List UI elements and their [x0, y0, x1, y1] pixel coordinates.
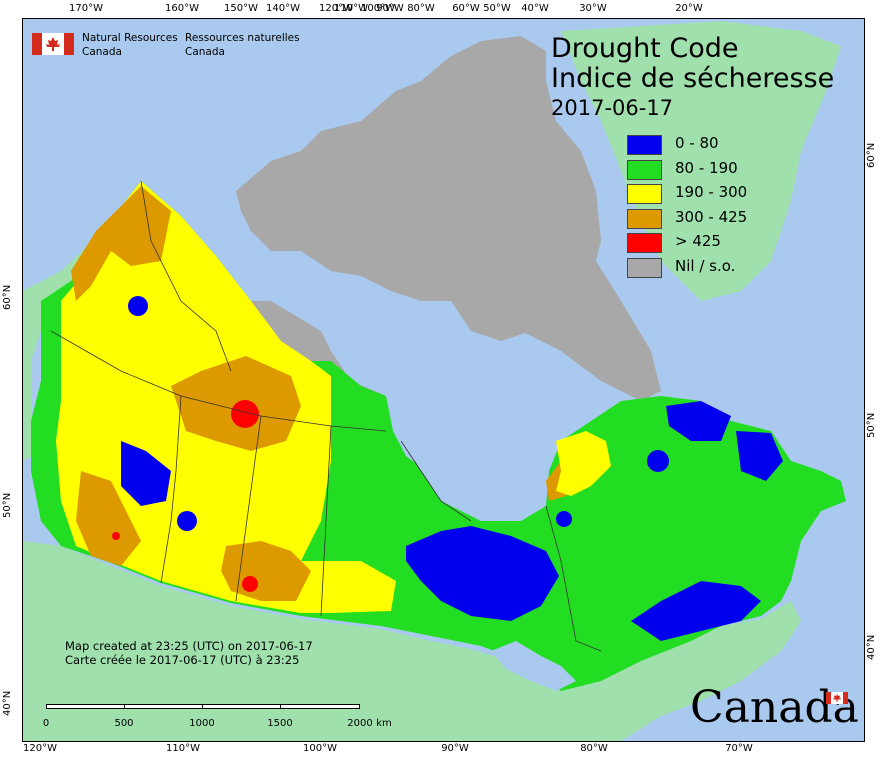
top-tick-label: 20°W — [675, 3, 703, 14]
map-date: 2017-06-17 — [551, 96, 674, 120]
agency-fr-line2: Canada — [185, 46, 225, 58]
bc-low-zone — [121, 441, 171, 506]
james-bay-low-spot — [556, 511, 572, 527]
map-subtitle: Indice de sécheresse — [551, 63, 835, 94]
map-title: Drought Code — [551, 33, 739, 64]
alberta-low-spot — [177, 511, 197, 531]
left-tick-label: 50°N — [2, 492, 13, 518]
legend-swatch — [627, 159, 662, 180]
bottom-tick-label: 70°W — [725, 743, 753, 754]
legend-swatch — [627, 184, 662, 204]
top-tick-label: 160°W — [165, 3, 199, 14]
agency-name-english: Natural Resources Canada — [82, 31, 178, 59]
scale-segment — [124, 704, 203, 709]
wordmark-flag-icon — [826, 692, 848, 704]
drought-map — [22, 18, 865, 742]
extreme-zone-nwt — [231, 400, 259, 428]
creation-note-french: Carte créée le 2017-06-17 (UTC) à 23:25 — [65, 653, 300, 667]
extreme-zone-sask — [242, 576, 258, 592]
top-tick-label: 90°W — [376, 3, 404, 14]
top-tick-label: 170°W — [69, 3, 103, 14]
scale-label: 1000 — [189, 718, 215, 729]
hudson-bay — [386, 381, 549, 513]
creation-note-english: Map created at 23:25 (UTC) on 2017-06-17 — [65, 639, 313, 653]
baffin-island — [481, 251, 661, 401]
great-lakes — [491, 641, 576, 691]
legend-label: 80 - 190 — [675, 158, 738, 177]
scale-bar: 0 500 1000 1500 2000 km — [43, 704, 392, 729]
right-tick-label: 40°N — [866, 634, 877, 660]
ontario-low-zone — [406, 526, 559, 621]
quebec-high — [556, 431, 611, 496]
legend-swatch — [627, 233, 662, 253]
creation-note: Map created at 23:25 (UTC) on 2017-06-17… — [65, 639, 313, 667]
legend-label: 190 - 300 — [675, 183, 748, 201]
top-tick-label: 30°W — [579, 3, 607, 14]
top-tick-label: 100°W — [361, 3, 395, 14]
scale-label: 500 — [114, 718, 134, 729]
left-tick-label: 40°N — [2, 690, 13, 716]
legend-label: Nil / s.o. — [675, 256, 736, 275]
usa-land — [23, 541, 801, 741]
legend-label: 0 - 80 — [675, 134, 719, 152]
agency-fr-line1: Ressources naturelles — [185, 32, 300, 44]
legend-swatch — [627, 257, 662, 278]
scale-segment — [280, 704, 360, 709]
legend-label: 300 - 425 — [675, 207, 748, 226]
canada-flag-icon — [32, 33, 74, 55]
agency-en-line1: Natural Resources — [82, 32, 178, 44]
left-tick-label: 60°N — [2, 284, 13, 310]
bc-very-high — [76, 471, 141, 566]
legend-swatch — [627, 208, 662, 229]
maritimes-low-zone — [631, 581, 761, 641]
top-tick-label: 60°W — [452, 3, 480, 14]
legend-swatch — [627, 135, 662, 155]
top-tick-label: 150°W — [224, 3, 258, 14]
greenland-land — [561, 21, 841, 301]
scale-label: 1500 — [267, 718, 293, 729]
bottom-tick-label: 100°W — [303, 743, 337, 754]
bottom-tick-label: 80°W — [580, 743, 608, 754]
legend-label: > 425 — [675, 232, 721, 250]
quebec-low-spot — [647, 450, 669, 472]
map-canvas — [23, 19, 864, 741]
right-tick-label: 50°N — [866, 412, 877, 438]
quebec-north-low-zone — [666, 401, 731, 441]
bottom-tick-label: 120°W — [23, 743, 57, 754]
top-tick-label: 50°W — [483, 3, 511, 14]
labrador-low-zone — [736, 431, 783, 481]
province-boundaries — [50, 180, 602, 652]
scale-label: 0 — [42, 718, 50, 729]
scale-segment — [46, 704, 125, 709]
top-tick-label: 140°W — [266, 3, 300, 14]
bottom-tick-label: 90°W — [441, 743, 469, 754]
scale-unit: km — [376, 718, 392, 729]
yukon-very-high — [71, 186, 171, 301]
yukon-low-spot — [128, 296, 148, 316]
bottom-tick-label: 110°W — [166, 743, 200, 754]
agency-en-line2: Canada — [82, 46, 122, 58]
arctic-islands — [236, 36, 601, 341]
top-tick-label: 110°W — [334, 3, 368, 14]
top-tick-label: 40°W — [521, 3, 549, 14]
scale-segment — [202, 704, 281, 709]
agency-name-french: Ressources naturelles Canada — [185, 31, 300, 59]
top-tick-label: 80°W — [407, 3, 435, 14]
extreme-zone-bc — [112, 532, 120, 540]
right-tick-label: 60°N — [866, 142, 877, 168]
top-tick-label: 120°W — [319, 3, 353, 14]
scale-label: 2000 — [347, 718, 373, 729]
